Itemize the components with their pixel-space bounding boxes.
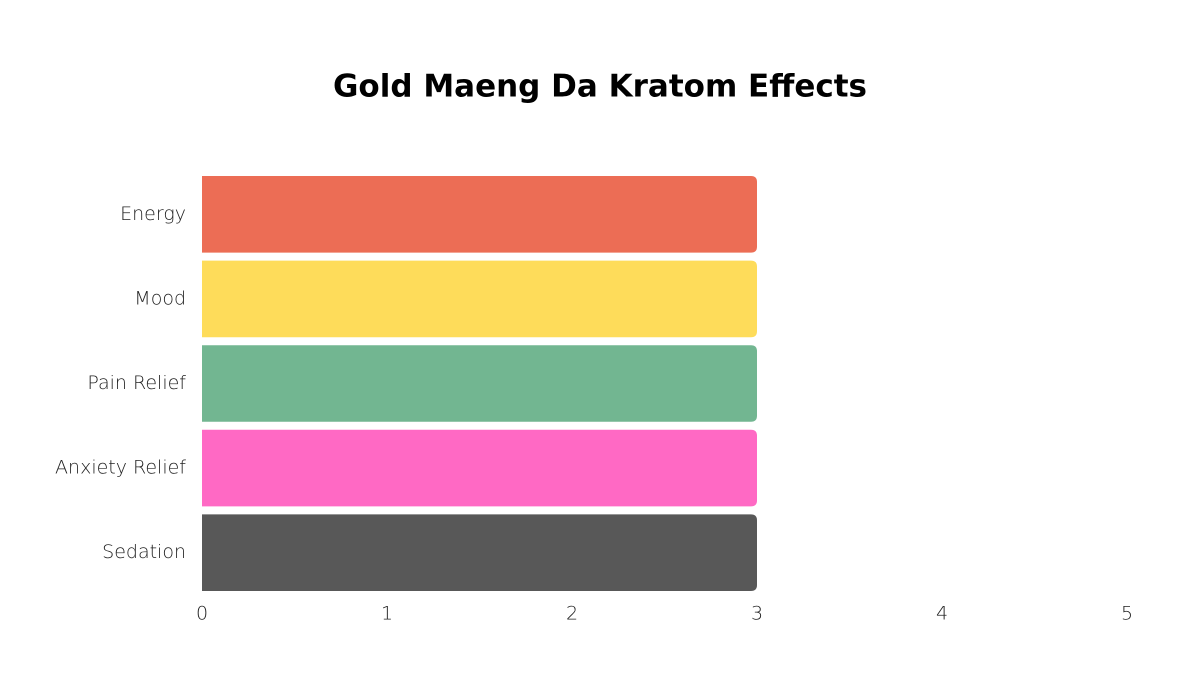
bar <box>202 429 757 507</box>
bar <box>202 345 757 422</box>
bar <box>202 514 757 591</box>
x-tick-label: 5 <box>1121 603 1133 625</box>
bar <box>202 260 757 338</box>
bar <box>202 176 757 253</box>
y-tick-label: Sedation <box>102 541 186 563</box>
x-tick-label: 1 <box>381 603 393 625</box>
x-tick-label: 4 <box>936 603 948 625</box>
x-tick-label: 2 <box>566 603 578 625</box>
x-tick-label: 3 <box>751 603 763 625</box>
y-tick-label: Mood <box>134 287 186 309</box>
y-tick-label: Pain Relief <box>87 372 186 394</box>
chart-title: Gold Maeng Da Kratom Effects <box>333 69 867 105</box>
x-tick-label: 0 <box>196 603 208 625</box>
y-tick-label: Anxiety Relief <box>55 457 186 479</box>
y-tick-label: Energy <box>120 203 186 225</box>
